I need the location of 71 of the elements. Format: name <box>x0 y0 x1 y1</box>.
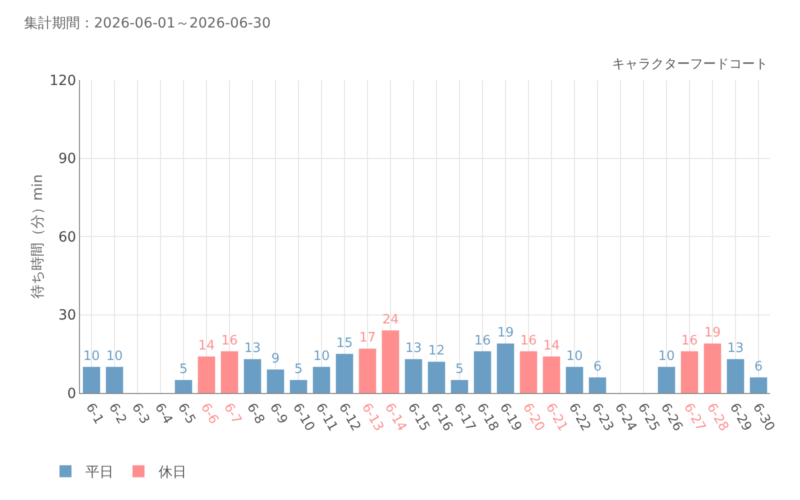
bar <box>198 356 216 393</box>
x-tick-label: 6-6 <box>197 400 222 427</box>
data-label: 17 <box>359 330 376 346</box>
data-label: 10 <box>566 348 583 364</box>
data-label: 16 <box>221 333 238 348</box>
bar <box>496 343 514 393</box>
bar <box>382 330 400 393</box>
data-label: 5 <box>294 362 303 377</box>
bar <box>106 366 124 393</box>
y-tick-label: 30 <box>58 308 76 324</box>
bar <box>312 366 330 393</box>
x-tick-label: 6-1 <box>82 400 106 427</box>
data-label: 10 <box>658 348 675 364</box>
bar <box>542 356 560 393</box>
data-label: 16 <box>520 333 537 348</box>
data-label: 16 <box>474 333 491 348</box>
data-label: 5 <box>179 362 188 377</box>
data-label: 15 <box>336 336 353 351</box>
bar <box>520 351 538 393</box>
x-tick-label: 6-7 <box>220 400 244 427</box>
bar <box>82 366 100 393</box>
data-label: 14 <box>198 338 215 354</box>
data-label: 16 <box>681 333 698 348</box>
y-tick-label: 0 <box>67 386 76 402</box>
data-label: 10 <box>106 348 123 364</box>
y-tick-label: 120 <box>49 72 76 89</box>
data-label: 14 <box>543 338 560 354</box>
data-label: 24 <box>382 312 399 328</box>
bar <box>174 380 192 393</box>
data-label: 13 <box>244 341 261 356</box>
data-label: 5 <box>455 362 464 377</box>
legend-label: 休日 <box>158 464 186 481</box>
y-tick-label: 90 <box>58 151 76 168</box>
data-label: 19 <box>497 325 514 340</box>
bar <box>658 366 676 393</box>
data-label: 19 <box>704 325 721 340</box>
bar <box>266 370 284 393</box>
legend-label: 平日 <box>86 464 114 481</box>
chart-title: 集計期間：2026-06-01～2026-06-30 <box>24 15 271 32</box>
x-tick-label: 6-4 <box>151 400 176 427</box>
bar <box>750 377 768 393</box>
bar <box>290 380 308 393</box>
bar <box>404 359 422 393</box>
bar <box>428 362 446 393</box>
data-label: 12 <box>428 344 445 359</box>
bar <box>588 377 606 393</box>
bar <box>680 351 698 393</box>
y-axis-title: 待ち時間（分）min <box>30 174 46 299</box>
chart-subtitle: キャラクターフードコート <box>612 57 768 72</box>
bar <box>450 380 468 393</box>
x-tick-label: 6-5 <box>174 400 198 427</box>
bar <box>566 366 584 393</box>
x-tick-label: 6-2 <box>105 400 130 427</box>
data-label: 13 <box>405 341 422 356</box>
data-label: 6 <box>593 359 602 374</box>
bar <box>726 359 744 393</box>
y-tick-label: 60 <box>58 229 76 246</box>
data-label: 9 <box>271 352 280 367</box>
data-label: 13 <box>727 341 744 356</box>
bar <box>474 351 492 393</box>
x-tick-label: 6-8 <box>243 400 268 427</box>
x-tick-label: 6-3 <box>128 400 152 427</box>
data-label: 10 <box>83 348 100 364</box>
bar <box>220 351 238 393</box>
data-label: 6 <box>754 359 763 374</box>
bar <box>704 343 722 393</box>
x-tick-label: 6-9 <box>266 400 290 427</box>
bar <box>244 359 262 393</box>
data-label: 10 <box>313 348 330 364</box>
bar <box>336 354 354 393</box>
bar <box>358 348 376 393</box>
